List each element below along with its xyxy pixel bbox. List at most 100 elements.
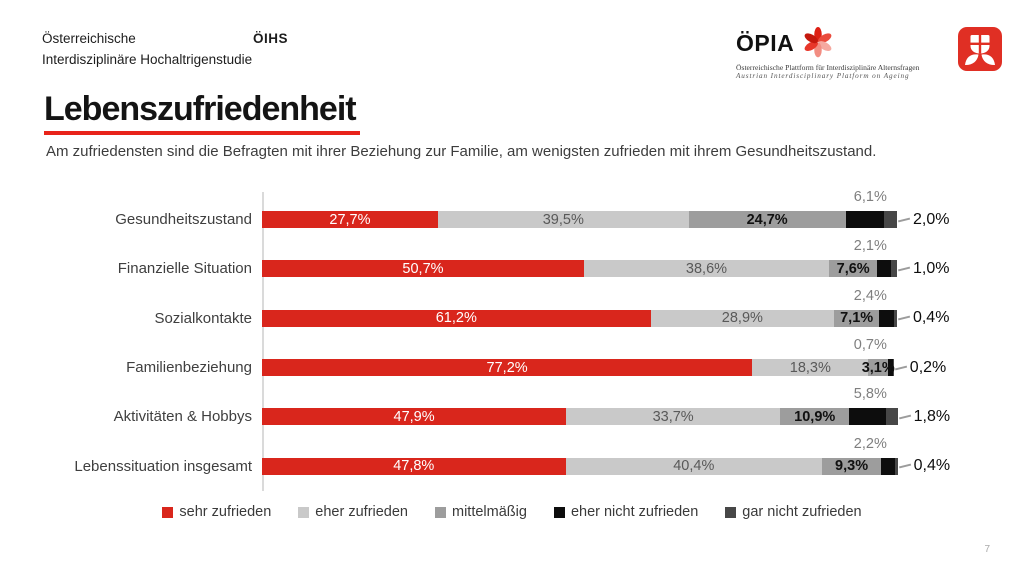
callout-connector-line	[898, 414, 911, 420]
opia-logo: ÖPIA Österreichische Plattform für Inter…	[736, 25, 919, 80]
segment-value-label: 28,9%	[721, 309, 763, 326]
opia-flower-icon	[804, 27, 832, 58]
bar-segment	[892, 359, 894, 377]
opia-acronym: ÖPIA	[736, 29, 795, 56]
oihs-brand-line2: Interdisziplinäre Hochaltrigenstudie	[42, 51, 253, 67]
bar-segment: 27,7%	[262, 211, 438, 229]
segment-value-label: 3,1%	[861, 359, 895, 376]
segment-value-label: 39,5%	[542, 211, 584, 228]
bar-row: Familienbeziehung 77,2% 18,3% 3,1% 0,7% 0,2%	[44, 338, 984, 392]
callout-connector-line	[894, 365, 907, 370]
bar-segment: 50,7%	[262, 260, 584, 278]
category-label: Familienbeziehung	[126, 359, 252, 377]
bar-row: Sozialkontakte 61,2% 28,9% 7,1% 2,4% 0,4%	[44, 289, 984, 343]
above-value-label: 5,8%	[853, 386, 887, 403]
segment-value-label: 77,2%	[486, 359, 528, 376]
bar-segment: 28,9%	[650, 309, 835, 327]
opia-subtitle-en: Austrian Interdisciplinary Platform on A…	[736, 72, 910, 80]
segment-value-label: 18,3%	[789, 359, 831, 376]
segment-value-label: 27,7%	[329, 211, 371, 228]
callout-value-label: 0,4%	[913, 457, 951, 475]
category-label: Sozialkontakte	[154, 309, 252, 327]
callout: 0,4%	[897, 310, 949, 327]
bar-track: 47,9% 33,7% 10,9% 5,8% 1,8%	[262, 387, 950, 426]
legend-item: eher zufrieden	[298, 504, 408, 520]
chart-rows: Gesundheitszustand 27,7% 39,5% 24,7% 6,1% 2,0…	[44, 190, 984, 491]
above-value-label: 6,1%	[853, 189, 887, 206]
axis-line	[262, 192, 264, 491]
opia-logo-top: ÖPIA	[736, 25, 916, 61]
subtitle: Am zufriedensten sind die Befragten mit …	[46, 143, 877, 160]
bar-track: 77,2% 18,3% 3,1% 0,7% 0,2%	[262, 338, 946, 377]
bar-segment: 40,4%	[565, 457, 823, 475]
bar-row: Lebenssituation insgesamt 47,8% 40,4% 9,3% 2…	[44, 437, 984, 490]
legend-item: eher nicht zufrieden	[553, 504, 699, 520]
legend-marker	[725, 506, 737, 518]
bar-row: Finanzielle Situation 50,7% 38,6% 7,6% 2,1% 1…	[44, 239, 984, 293]
bar-segment	[886, 408, 898, 426]
legend-marker	[435, 506, 446, 518]
above-value-label: 2,2%	[853, 435, 887, 452]
legend-label: gar nicht zufrieden	[742, 504, 862, 520]
bar-track: 50,7% 38,6% 7,6% 2,1% 1,0%	[262, 239, 949, 278]
segment-value-label: 7,6%	[836, 260, 870, 277]
bar-segment	[890, 260, 897, 278]
above-value-label: 2,4%	[853, 287, 887, 304]
bar-segment: 38,6%	[583, 260, 830, 278]
callout-value-label: 2,0%	[912, 210, 950, 228]
segment-value-label: 33,7%	[652, 408, 694, 425]
callout: 2,0%	[897, 211, 949, 228]
callout-connector-line	[898, 463, 911, 469]
legend-label: eher nicht zufrieden	[570, 504, 699, 520]
bar-segment	[888, 359, 893, 377]
segment-value-label: 47,9%	[393, 408, 435, 425]
bar-segment	[895, 457, 898, 475]
bar-segment: 7,6%	[829, 260, 878, 278]
above-value-label: 2,1%	[853, 238, 887, 255]
oihs-acronym: ÖIHS	[252, 31, 288, 46]
bar-segment	[879, 309, 895, 327]
bar-segment: 39,5%	[437, 211, 689, 229]
bar-segment	[881, 457, 896, 475]
bar-segment: 77,2%	[262, 359, 753, 377]
segment-value-label: 40,4%	[673, 457, 715, 474]
bar-track: 27,7% 39,5% 24,7% 6,1% 2,0%	[262, 190, 949, 229]
category-label: Finanzielle Situation	[117, 260, 252, 278]
callout-connector-line	[897, 266, 910, 272]
legend-marker	[553, 506, 565, 518]
segment-value-label: 7,1%	[840, 309, 874, 326]
category-label: Gesundheitszustand	[115, 211, 252, 229]
callout-connector-line	[897, 217, 910, 222]
legend-item: sehr zufrieden	[162, 504, 271, 520]
category-label: Lebenssituation insgesamt	[74, 457, 252, 475]
bar-segment: 47,8%	[262, 457, 566, 475]
bar-segment: 7,1%	[834, 309, 880, 327]
bar-row: Aktivitäten & Hobbys 47,9% 33,7% 10,9% 5,8% 1…	[44, 387, 984, 441]
bar-segment	[877, 260, 891, 278]
chart: Gesundheitszustand 27,7% 39,5% 24,7% 6,1% 2,0…	[44, 190, 984, 491]
page-number: 7	[984, 544, 990, 555]
callout: 0,2%	[894, 359, 946, 376]
bar-segment	[894, 309, 897, 327]
oihs-brand-line1: Österreichische ÖIHS	[42, 29, 288, 50]
oihs-brand: Österreichische ÖIHS Interdisziplinäre H…	[42, 29, 288, 71]
callout-value-label: 1,0%	[912, 259, 950, 277]
legend-item: mittelmäßig	[435, 504, 527, 520]
bar-track: 47,8% 40,4% 9,3% 2,2% 0,4%	[262, 437, 950, 475]
page-title: Lebenszufriedenheit	[44, 90, 360, 135]
bar-segment	[849, 408, 887, 426]
legend-label: mittelmäßig	[452, 504, 527, 520]
legend-label: eher zufrieden	[315, 504, 408, 520]
legend-marker	[162, 506, 174, 518]
segment-value-label: 50,7%	[402, 260, 444, 277]
bar-segment: 3,1%	[862, 359, 895, 377]
segment-value-label: 10,9%	[794, 408, 836, 425]
sponsor-logo-icon	[958, 27, 1002, 71]
bar-segment: 18,3%	[752, 359, 869, 377]
callout-connector-line	[897, 316, 910, 321]
segment-value-label: 61,2%	[435, 309, 477, 326]
callout: 1,0%	[897, 260, 949, 277]
bar-segment: 24,7%	[688, 211, 846, 229]
segment-value-label: 38,6%	[685, 260, 728, 277]
